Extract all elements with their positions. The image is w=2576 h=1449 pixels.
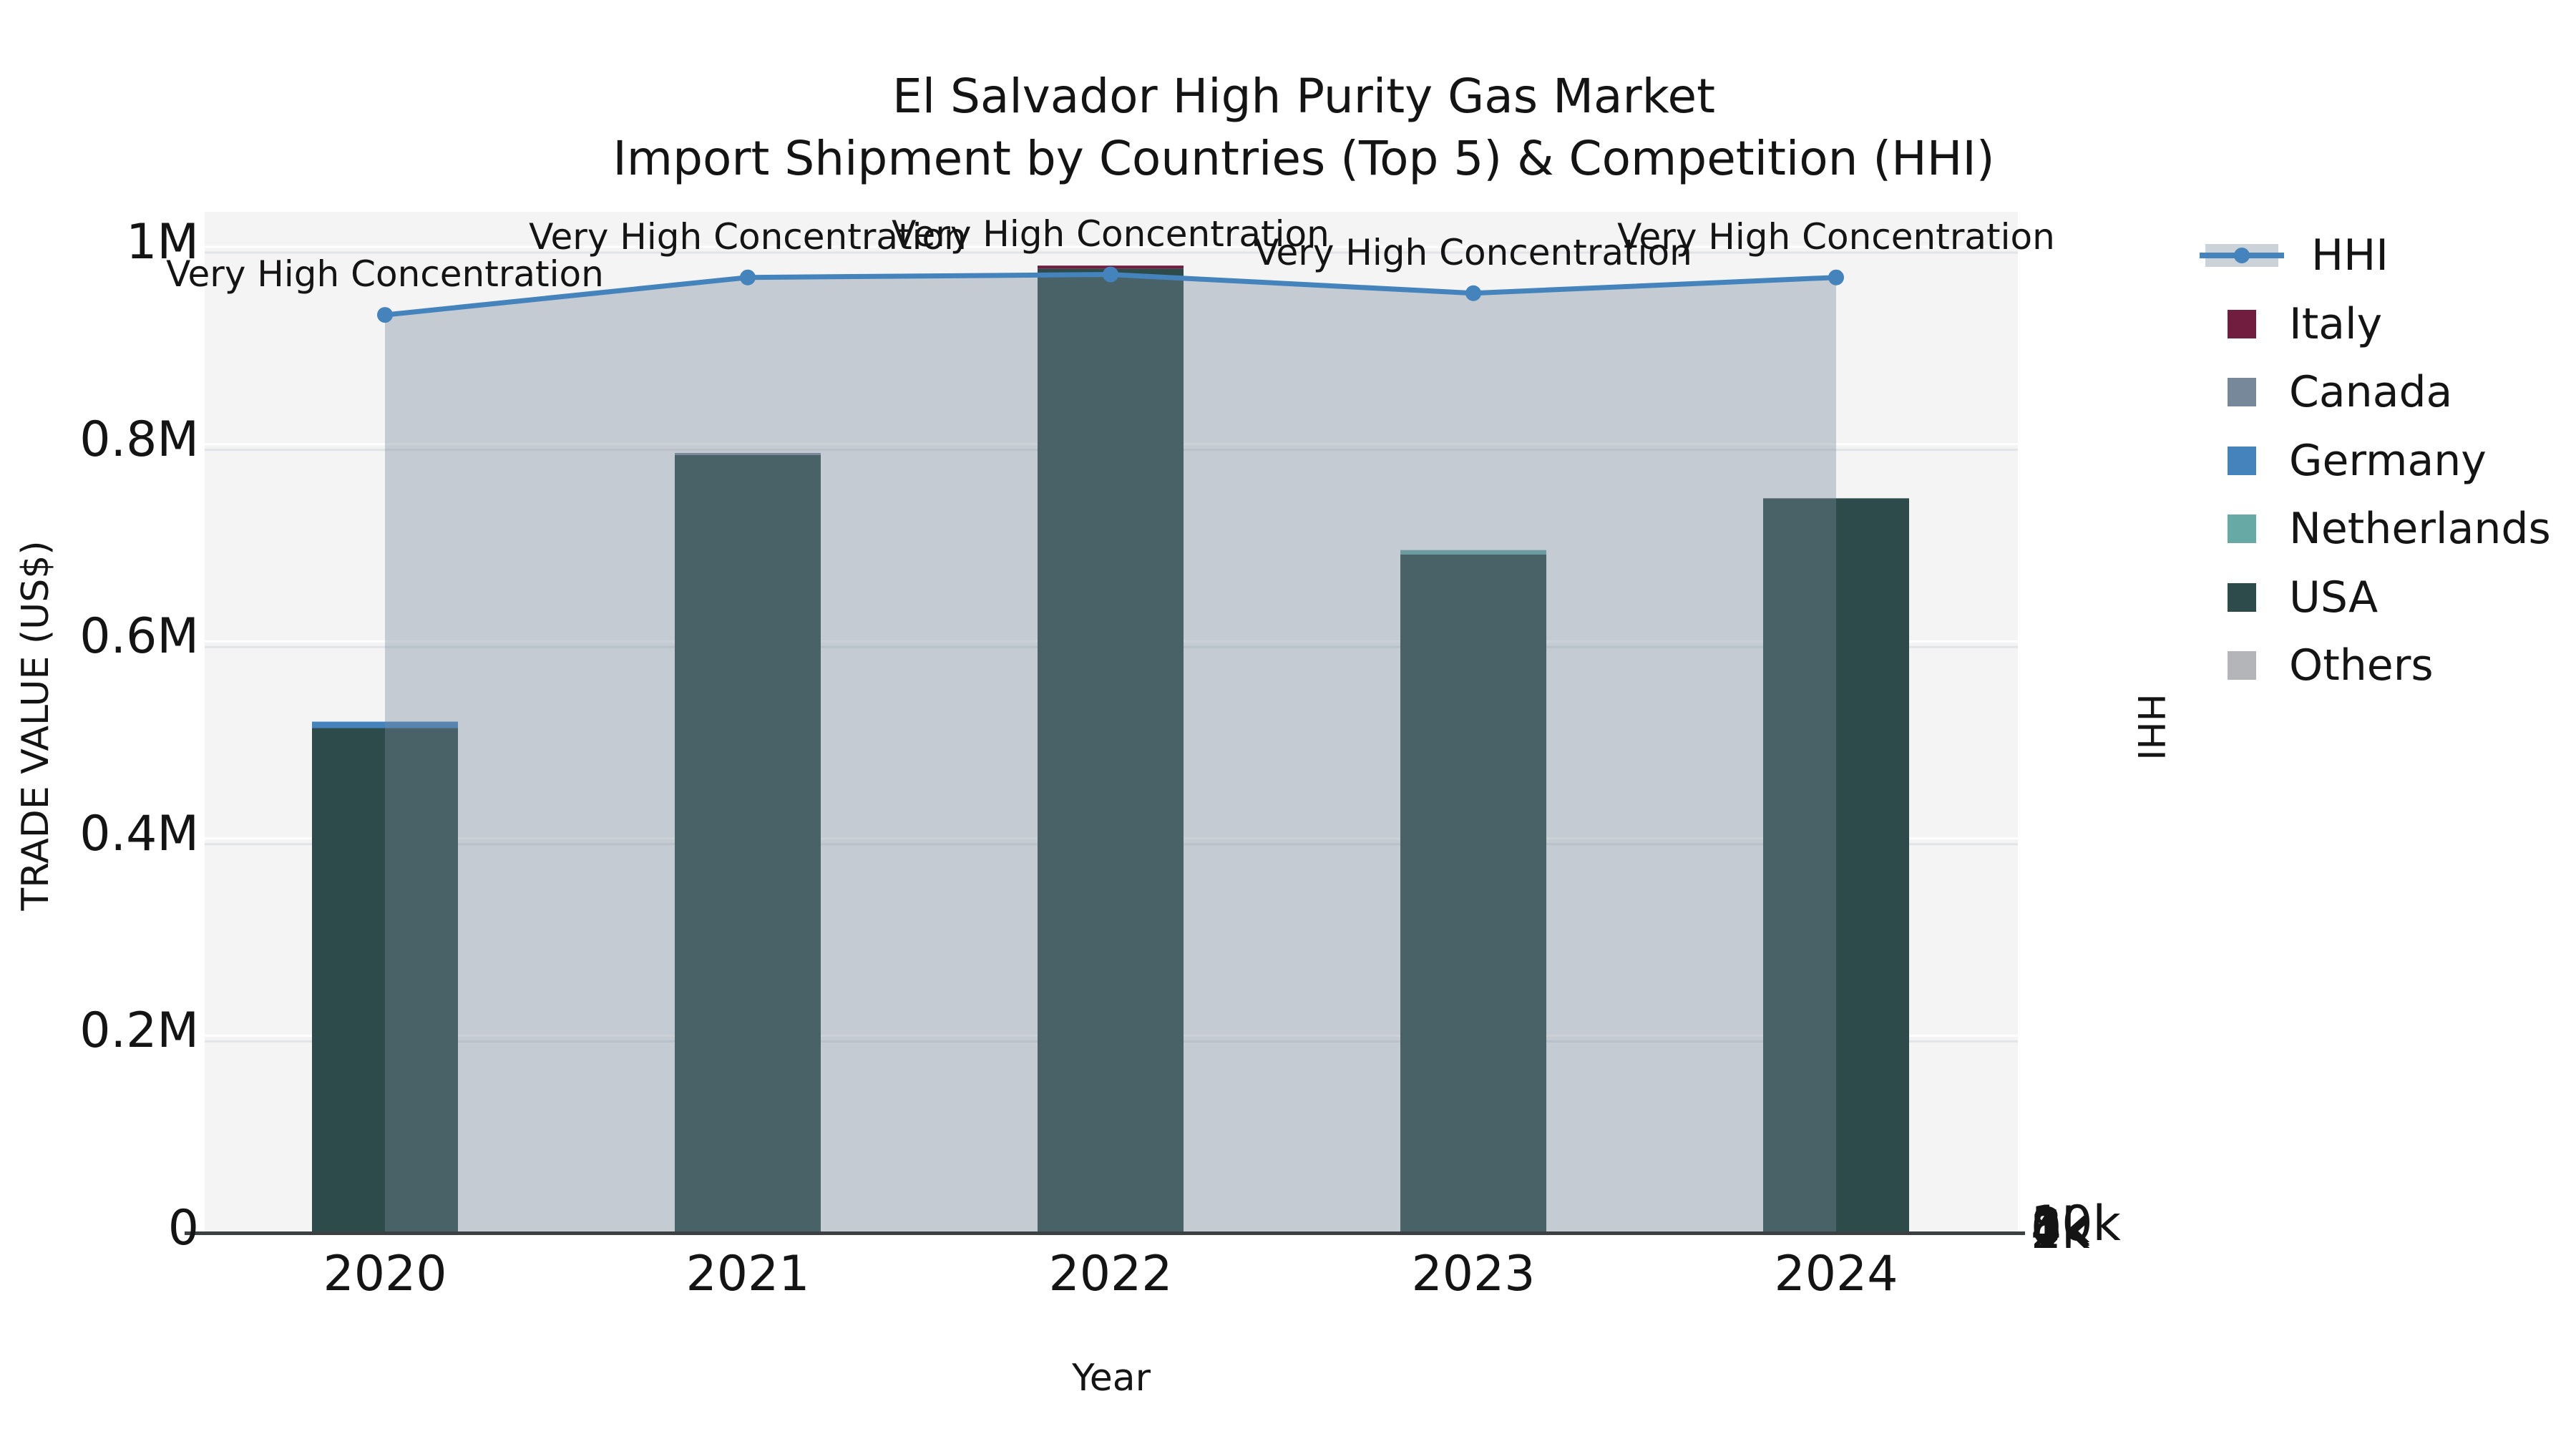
x-tick-label: 2022 bbox=[1048, 1246, 1173, 1302]
hhi-point-2022 bbox=[1103, 266, 1118, 283]
annotation-very-high-concentration: Very High Concentration bbox=[529, 215, 967, 258]
y-left-tick-label: 0.6M bbox=[79, 608, 199, 665]
bar-segment-usa-2020 bbox=[312, 728, 458, 1233]
x-tick-label: 2023 bbox=[1411, 1246, 1536, 1302]
legend-item-others: Others bbox=[2205, 640, 2434, 691]
legend-label: USA bbox=[2289, 572, 2379, 623]
legend-swatch-icon bbox=[2228, 378, 2256, 406]
legend-item-italy: Italy bbox=[2205, 298, 2382, 350]
legend-swatch-icon bbox=[2228, 309, 2256, 338]
legend-label: Netherlands bbox=[2289, 504, 2551, 554]
y-left-tick-label: 0.4M bbox=[79, 805, 199, 862]
bar-segment-usa-2023 bbox=[1400, 554, 1546, 1233]
hhi-area-fill bbox=[385, 274, 1836, 1232]
legend-item-netherlands: Netherlands bbox=[2205, 503, 2551, 555]
bar-segment-netherlands-2023 bbox=[1400, 550, 1546, 555]
bar-segment-canada-2021 bbox=[675, 453, 821, 455]
bar-segment-usa-2024 bbox=[1763, 498, 1909, 1233]
y-left-tick-label: 0.8M bbox=[79, 411, 199, 468]
y-right-tick-label: 6k bbox=[2031, 1199, 2090, 1257]
y-left-tick-label: 1M bbox=[126, 214, 199, 270]
y-right-tick-label: 10k bbox=[2031, 1196, 2121, 1253]
x-tick-label: 2024 bbox=[1774, 1246, 1898, 1302]
legend-label: HHI bbox=[2311, 230, 2389, 280]
legend-item-canada: Canada bbox=[2205, 366, 2452, 418]
y-right-tick-label: 8k bbox=[2031, 1197, 2090, 1254]
bar-segment-usa-2021 bbox=[675, 454, 821, 1233]
legend-hhi-line-icon bbox=[2200, 244, 2284, 267]
annotation-very-high-concentration: Very High Concentration bbox=[1617, 215, 2055, 258]
legend-swatch-icon bbox=[2228, 651, 2256, 680]
y-axis-left-title: TRADE VALUE (US$) bbox=[14, 540, 57, 911]
annotation-very-high-concentration: Very High Concentration bbox=[166, 253, 604, 296]
hhi-point-2023 bbox=[1465, 285, 1481, 301]
legend-label: Italy bbox=[2289, 298, 2383, 349]
legend-label: Germany bbox=[2289, 435, 2487, 486]
bar-segment-usa-2022 bbox=[1038, 268, 1184, 1233]
y-left-tick-label: 0 bbox=[167, 1200, 199, 1257]
chart-title-line1: El Salvador High Purity Gas Market bbox=[892, 69, 1715, 124]
annotation-very-high-concentration: Very High Concentration bbox=[892, 213, 1330, 255]
y-left-tick-label: 0.2M bbox=[79, 1002, 199, 1060]
hhi-point-2020 bbox=[377, 307, 393, 323]
legend-swatch-icon bbox=[2228, 514, 2256, 543]
annotation-very-high-concentration: Very High Concentration bbox=[1254, 231, 1692, 273]
chart-title-line2: Import Shipment by Countries (Top 5) & C… bbox=[613, 131, 1995, 186]
hhi-point-2024 bbox=[1828, 269, 1844, 286]
y-right-tick-label: 0 bbox=[2031, 1200, 2062, 1257]
x-axis-spine bbox=[185, 1231, 2025, 1235]
bar-segment-germany-2020 bbox=[312, 721, 458, 728]
x-axis-title: Year bbox=[1071, 1357, 1151, 1400]
y-axis-right-title: HHI bbox=[2129, 693, 2172, 761]
legend-swatch-icon bbox=[2228, 446, 2256, 475]
hhi-point-2021 bbox=[740, 269, 756, 286]
legend-item-usa: USA bbox=[2205, 572, 2378, 623]
x-tick-label: 2020 bbox=[323, 1246, 447, 1302]
legend-label: Canada bbox=[2289, 367, 2453, 417]
legend-item-hhi: HHI bbox=[2200, 230, 2389, 281]
legend-item-germany: Germany bbox=[2205, 435, 2487, 487]
legend-swatch-icon bbox=[2228, 582, 2256, 612]
y-right-tick-label: 2k bbox=[2031, 1204, 2090, 1261]
x-tick-label: 2021 bbox=[686, 1246, 810, 1302]
legend-label: Others bbox=[2289, 640, 2434, 691]
y-right-tick-label: 4k bbox=[2031, 1201, 2090, 1259]
